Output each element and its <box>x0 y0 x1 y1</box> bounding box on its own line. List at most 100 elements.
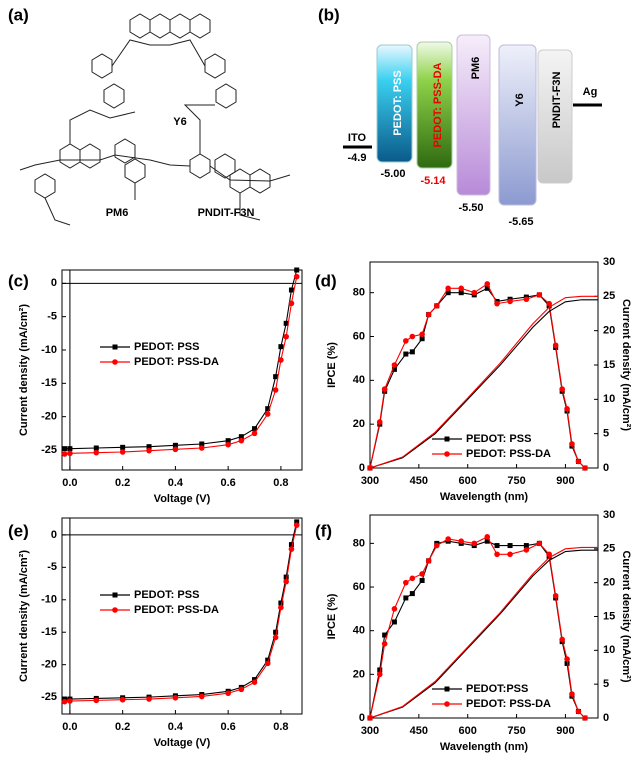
legend-label: PEDOT: PSS <box>134 589 199 601</box>
x-axis-label: Voltage (V) <box>154 737 211 749</box>
data-point <box>564 656 570 662</box>
data-point <box>419 571 425 577</box>
legend-label: PEDOT: PSS <box>466 433 531 445</box>
data-point <box>376 671 383 678</box>
data-point <box>377 667 383 673</box>
data-point <box>391 619 397 625</box>
x-tick-label: 300 <box>361 725 379 737</box>
y2-tick-label: 25 <box>603 290 615 302</box>
y2-tick-label: 25 <box>603 543 615 555</box>
panel-label: (a) <box>8 5 29 24</box>
data-point <box>278 357 284 363</box>
y-axis-label: Current density (mA/cm²) <box>18 304 30 436</box>
data-point <box>198 445 205 451</box>
data-point <box>559 636 565 643</box>
data-point <box>419 331 425 338</box>
data-point <box>172 694 179 701</box>
data-point <box>433 303 440 309</box>
data-point <box>409 333 416 340</box>
data-point <box>67 450 73 457</box>
data-point <box>458 290 464 296</box>
data-point <box>564 406 570 412</box>
x-tick-label: 750 <box>507 475 525 487</box>
x-tick-label: 0.4 <box>168 477 184 489</box>
data-point <box>507 543 513 549</box>
data-point <box>575 458 582 465</box>
series-line <box>64 525 298 703</box>
legend-label: PEDOT:PSS <box>466 683 528 695</box>
y2-tick-label: 5 <box>603 428 609 440</box>
series-line <box>64 276 298 455</box>
x-tick-label: 300 <box>361 475 379 487</box>
y-tick-label: 80 <box>353 537 365 549</box>
y2-tick-label: 30 <box>603 509 615 521</box>
data-point <box>251 679 258 685</box>
data-point <box>471 540 478 547</box>
data-point <box>293 273 300 280</box>
data-point <box>283 574 289 580</box>
data-point <box>575 708 582 715</box>
data-point <box>559 386 565 392</box>
data-point <box>484 281 491 287</box>
y-tick-label: -5 <box>47 561 57 573</box>
y-tick-label: -15 <box>41 626 57 638</box>
x-tick-label: 0.2 <box>115 477 130 489</box>
x-tick-label: 900 <box>556 475 574 487</box>
x-tick-label: 600 <box>459 725 477 737</box>
data-point <box>273 629 279 635</box>
data-point <box>484 534 491 540</box>
data-point <box>238 437 245 444</box>
level-name: Ag <box>583 86 598 98</box>
data-point <box>569 691 575 697</box>
data-point <box>172 442 178 448</box>
data-point <box>294 267 300 273</box>
data-point <box>294 519 300 525</box>
data-point <box>252 426 258 432</box>
legend-label: PEDOT: PSS-DA <box>466 698 551 710</box>
data-point <box>471 289 478 296</box>
data-point <box>523 547 530 553</box>
data-point <box>484 285 490 291</box>
data-point <box>278 604 284 611</box>
data-point <box>272 387 279 393</box>
data-point <box>403 595 409 601</box>
level-name: PEDOT: PSS <box>392 70 404 135</box>
y2-tick-label: 0 <box>603 712 609 724</box>
y-axis-label: IPCE (%) <box>326 342 338 388</box>
data-point <box>146 444 152 450</box>
data-point <box>264 411 271 417</box>
data-point <box>507 298 513 305</box>
y-tick-label: 20 <box>353 418 365 430</box>
y-tick-label: 20 <box>353 668 365 680</box>
data-point <box>225 438 231 444</box>
data-point <box>273 374 279 380</box>
data-point <box>445 290 451 296</box>
series-line <box>369 540 586 719</box>
data-point <box>146 696 152 702</box>
x-tick-label: 750 <box>507 725 525 737</box>
y-tick-label: 60 <box>353 581 365 593</box>
legend-marker <box>444 451 450 457</box>
data-point <box>458 538 465 544</box>
data-point <box>391 366 397 372</box>
panel-label: (e) <box>8 521 29 540</box>
y2-tick-label: 10 <box>603 644 615 656</box>
data-point <box>433 542 440 549</box>
data-point <box>419 577 425 583</box>
data-point <box>445 285 451 292</box>
x-tick-label: 600 <box>459 475 477 487</box>
x-axis-label: Wavelength (nm) <box>440 741 529 753</box>
x-tick-label: 450 <box>410 725 428 737</box>
x-tick-label: 0.6 <box>221 477 236 489</box>
data-point <box>536 292 543 298</box>
y-tick-label: -5 <box>47 311 57 323</box>
data-point <box>62 446 68 452</box>
level-bar <box>376 44 413 163</box>
level-bar <box>456 34 491 196</box>
y2-axis-label: Current density (mA/cm²) <box>620 550 632 682</box>
data-point <box>119 449 126 455</box>
data-point <box>120 444 126 450</box>
x-axis-label: Wavelength (nm) <box>440 491 529 503</box>
panel-label: (d) <box>315 271 337 290</box>
